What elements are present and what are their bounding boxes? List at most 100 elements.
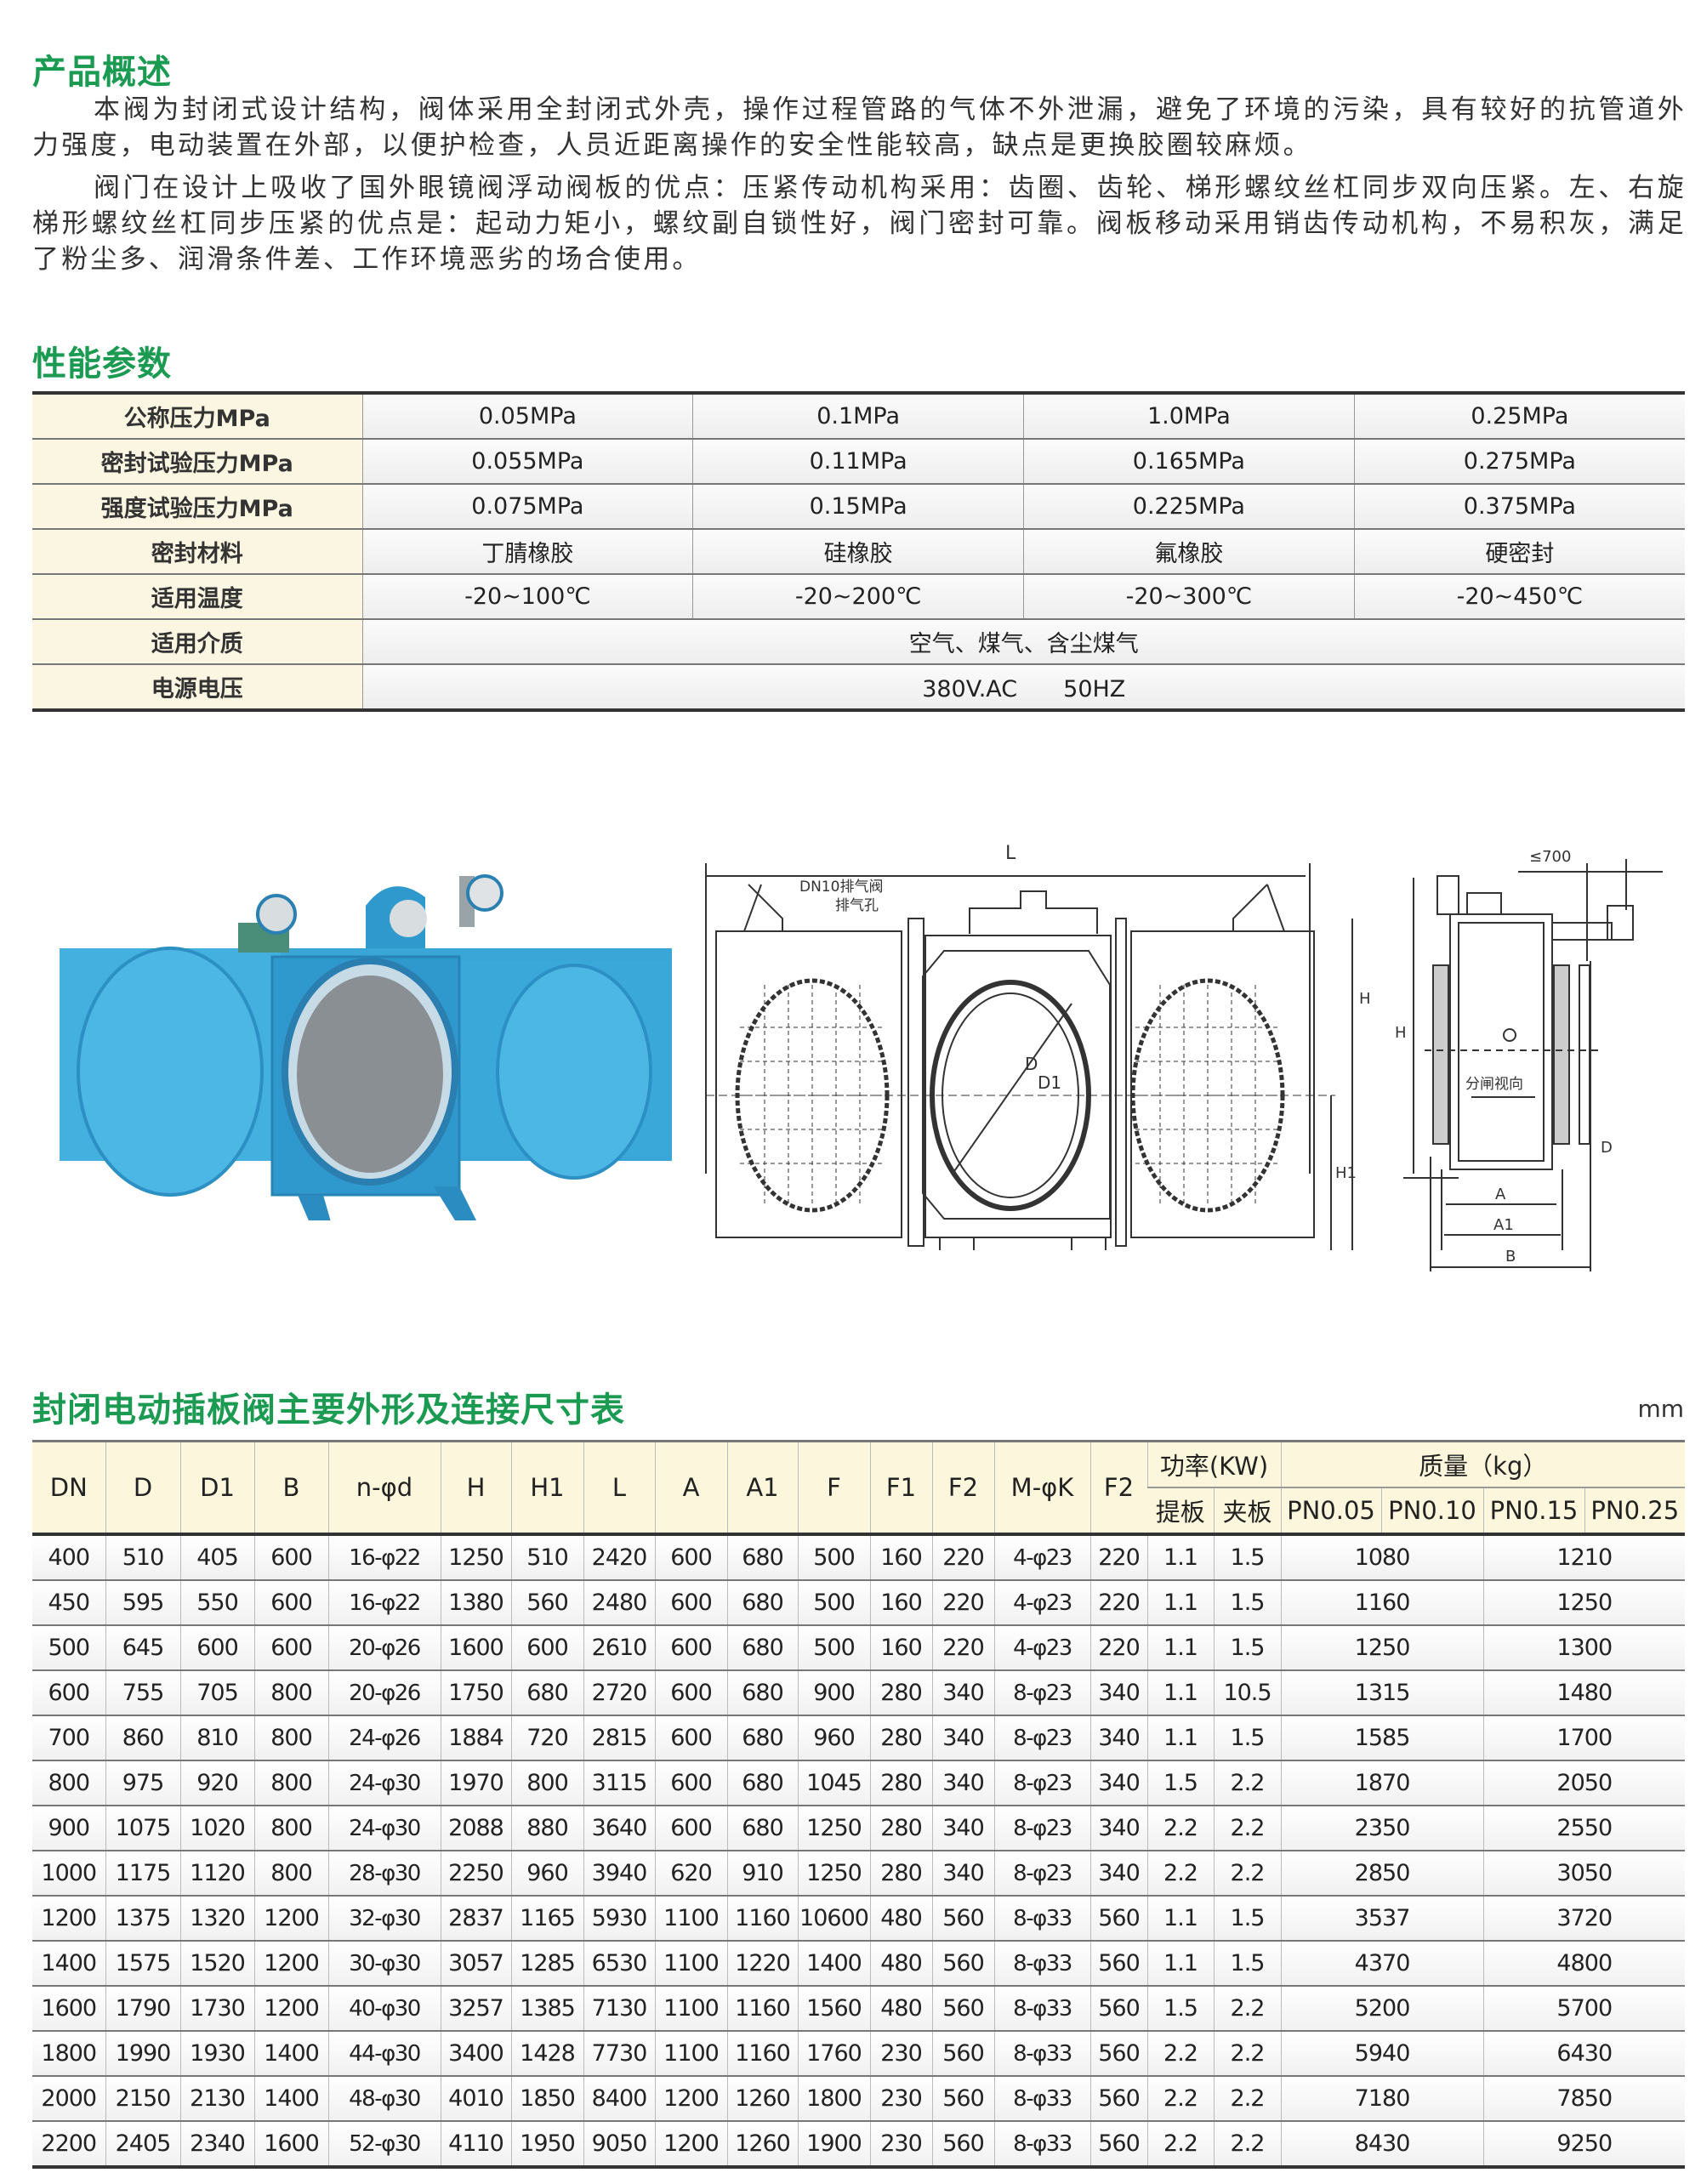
table-cell: 8-φ23 (993, 1715, 1090, 1761)
table-cell: 4370 (1280, 1941, 1484, 1987)
spanned-value: 空气、煤气、含尘煤气 (361, 619, 1685, 665)
dimensions-title: 封闭电动插板阀主要外形及连接尺寸表 (32, 1391, 625, 1430)
table-cell: 1.1 (1146, 1670, 1214, 1716)
table-cell: 16-φ22 (327, 1580, 441, 1626)
table-cell: 1220 (726, 1941, 798, 1987)
performance-row: 密封材料 丁腈橡胶 硅橡胶 氟橡胶 硬密封 (32, 529, 1685, 575)
table-cell: 2850 (1280, 1851, 1484, 1897)
performance-row: 强度试验压力MPa 0.075MPa 0.15MPa 0.225MPa 0.375MPa (32, 484, 1685, 530)
table-cell: 8-φ33 (993, 1941, 1090, 1987)
table-cell: 8-φ33 (993, 2031, 1090, 2077)
right-chamber (1130, 930, 1315, 1238)
table-cell: 800 (253, 1715, 328, 1761)
cell-value: 硬密封 (1353, 529, 1685, 575)
table-row: 1200 1375 1320 1200 32-φ30 2837 1165 5930 1100 11… (32, 1896, 1686, 1942)
table-cell: 1800 (32, 2031, 105, 2077)
table-cell: 1160 (726, 1986, 798, 2032)
table-row: 450 595 550 600 16-φ22 1380 560 2480 600 680 500 16… (32, 1580, 1686, 1626)
table-cell: 1.5 (1213, 1625, 1282, 1671)
table-cell: 7730 (583, 2031, 655, 2077)
table-cell: 1100 (654, 1986, 727, 2032)
table-cell: 28-φ30 (327, 1851, 441, 1897)
table-cell: 810 (179, 1715, 254, 1761)
cell-value: 0.25MPa (1353, 393, 1685, 440)
table-cell: 1200 (32, 1896, 105, 1942)
table-cell: 3400 (440, 2031, 511, 2077)
table-cell: 24-φ30 (327, 1760, 441, 1806)
table-cell: 800 (32, 1760, 105, 1806)
table-cell: 24-φ30 (327, 1806, 441, 1851)
table-cell: 680 (726, 1670, 798, 1716)
table-cell: 910 (726, 1851, 798, 1897)
column-header: n-φd (327, 1441, 441, 1534)
table-cell: 5930 (583, 1896, 655, 1942)
table-cell: 1990 (105, 2031, 180, 2077)
table-cell: 600 (654, 1625, 727, 1671)
table-cell: 1900 (797, 2121, 870, 2168)
table-cell: 560 (931, 2121, 994, 2168)
column-header: M-φK (993, 1441, 1090, 1534)
table-cell: 2050 (1482, 1760, 1686, 1806)
table-cell: 1000 (32, 1851, 105, 1897)
header-subrow: 提板 夹板 PN0.05 PN0.10 PN0.15 PN0.25 (32, 1487, 1686, 1534)
cell-value: 1.0MPa (1023, 393, 1355, 440)
column-header: F2 (931, 1441, 994, 1534)
cell-value: 0.11MPa (692, 439, 1024, 485)
table-cell: 800 (253, 1851, 328, 1897)
table-cell: 280 (869, 1715, 932, 1761)
table-cell: 600 (654, 1534, 727, 1581)
table-cell: 550 (179, 1580, 254, 1626)
right-flange (1115, 918, 1127, 1247)
table-cell: 400 (32, 1534, 105, 1581)
table-cell: 600 (654, 1806, 727, 1851)
table-cell: 800 (253, 1806, 328, 1851)
table-cell: 800 (510, 1760, 583, 1806)
table-cell: 280 (869, 1670, 932, 1716)
table-cell: 8-φ33 (993, 1986, 1090, 2032)
table-cell: 8-φ33 (993, 2121, 1090, 2168)
table-cell: 1380 (440, 1580, 511, 1626)
cell-value: 0.225MPa (1023, 484, 1355, 530)
table-cell: 9050 (583, 2121, 655, 2168)
table-cell: 700 (32, 1715, 105, 1761)
column-header: DN (32, 1441, 105, 1534)
handles (743, 884, 1285, 932)
table-cell: 1020 (179, 1806, 254, 1851)
actuator (969, 890, 1098, 934)
table-cell: 2610 (583, 1625, 655, 1671)
table-cell: 975 (105, 1760, 180, 1806)
cell-value: -20~300℃ (1023, 574, 1355, 620)
valve-photo (60, 874, 672, 1220)
label-H1: H1 (1335, 1164, 1357, 1182)
table-cell: 1200 (253, 1896, 328, 1942)
table-cell: 500 (797, 1534, 870, 1581)
table-cell: 1315 (1280, 1670, 1484, 1716)
performance-row: 适用温度 -20~100℃ -20~200℃ -20~300℃ -20~450℃ (32, 574, 1685, 620)
table-cell: 2815 (583, 1715, 655, 1761)
table-cell: 705 (179, 1670, 254, 1716)
table-cell: 1075 (105, 1806, 180, 1851)
table-cell: 3257 (440, 1986, 511, 2032)
table-cell: 2720 (583, 1670, 655, 1716)
table-cell: 44-φ30 (327, 2031, 441, 2077)
table-cell: 1175 (105, 1851, 180, 1897)
mass-subheader: PN0.10 (1380, 1487, 1484, 1534)
table-cell: 450 (32, 1580, 105, 1626)
table-cell: 510 (105, 1534, 180, 1581)
left-flange (907, 918, 924, 1247)
performance-row: 电源电压 380V.AC 50HZ (32, 664, 1685, 710)
table-cell: 560 (931, 2076, 994, 2122)
table-cell: 960 (797, 1715, 870, 1761)
table-cell: 2550 (1482, 1806, 1686, 1851)
table-cell: 900 (797, 1670, 870, 1716)
cell-value: 丁腈橡胶 (361, 529, 693, 575)
table-cell: 2130 (179, 2076, 254, 2122)
table-cell: 1210 (1482, 1534, 1686, 1581)
row-label: 强度试验压力MPa (32, 484, 362, 530)
table-cell: 2.2 (1213, 2031, 1282, 2077)
table-row: 700 860 810 800 24-φ26 1884 720 2815 600 680 960 28… (32, 1715, 1686, 1761)
label-H: H (1359, 990, 1371, 1008)
table-cell: 1585 (1280, 1715, 1484, 1761)
table-cell: 5940 (1280, 2031, 1484, 2077)
table-cell: 1600 (440, 1625, 511, 1671)
